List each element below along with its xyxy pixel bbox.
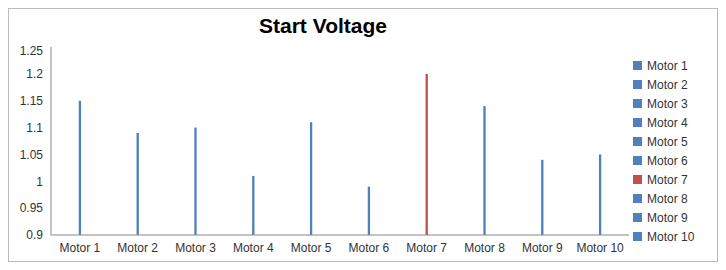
svg-text:Motor 10: Motor 10 <box>576 241 624 255</box>
html-text:Motor 5: Motor 5 <box>647 134 688 149</box>
svg-text:Motor 5: Motor 5 <box>291 241 332 255</box>
html-text:Motor 1: Motor 1 <box>647 58 688 73</box>
html-text:Motor 8: Motor 8 <box>647 191 688 206</box>
svg-text:0.95: 0.95 <box>20 201 44 215</box>
svg-text:0.9: 0.9 <box>26 228 43 242</box>
html-text:Motor 3: Motor 3 <box>647 96 688 111</box>
svg-text:Motor 3: Motor 3 <box>175 241 216 255</box>
svg-text:1.15: 1.15 <box>20 94 44 108</box>
svg-text:1: 1 <box>36 175 43 189</box>
html-text:Motor 9: Motor 9 <box>647 210 688 225</box>
svg-text:1.25: 1.25 <box>20 44 44 58</box>
svg-text:Motor 7: Motor 7 <box>406 241 447 255</box>
html-text:Motor 7: Motor 7 <box>647 172 688 187</box>
html-text:Motor 2: Motor 2 <box>647 77 688 92</box>
svg-text:1.1: 1.1 <box>26 121 43 135</box>
html-text:Start Voltage: Start Voltage <box>259 14 387 37</box>
svg-text:Motor 4: Motor 4 <box>233 241 274 255</box>
svg-text:Motor 2: Motor 2 <box>117 241 158 255</box>
svg-text:Motor 8: Motor 8 <box>464 241 505 255</box>
svg-text:Motor 1: Motor 1 <box>60 241 101 255</box>
svg-text:Motor 6: Motor 6 <box>349 241 390 255</box>
svg-text:1.05: 1.05 <box>20 148 44 162</box>
svg-text:1.2: 1.2 <box>26 67 43 81</box>
html-text:Motor 4: Motor 4 <box>647 115 688 130</box>
html-text:Motor 6: Motor 6 <box>647 153 688 168</box>
html-text:Motor 10: Motor 10 <box>647 229 695 244</box>
svg-text:Motor 9: Motor 9 <box>522 241 563 255</box>
